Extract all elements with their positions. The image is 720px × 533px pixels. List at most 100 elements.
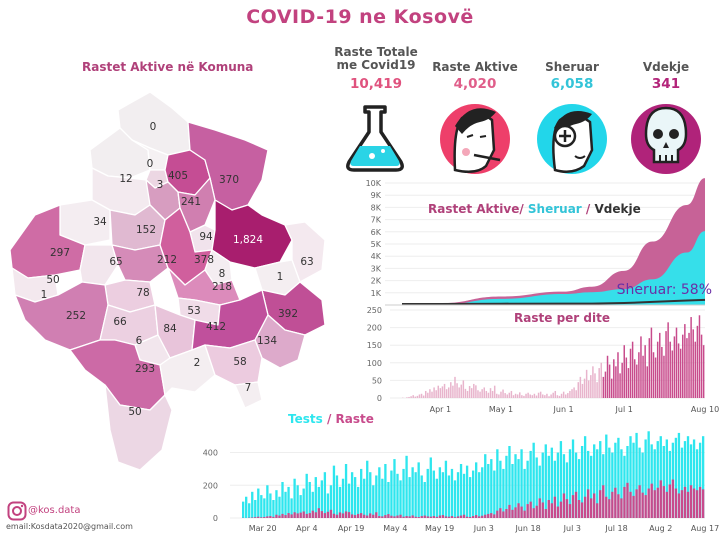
y-tick-label: 200 — [367, 324, 382, 333]
daily-bar — [625, 357, 628, 398]
map-value-label: 50 — [128, 406, 141, 418]
map-value-label: 297 — [50, 247, 70, 259]
daily-bar — [650, 327, 653, 398]
municipality-kamenica — [254, 314, 306, 369]
cases-bar — [544, 509, 547, 518]
cases-bar — [378, 516, 381, 518]
y-tick-label: 0 — [377, 394, 382, 403]
cases-bar — [520, 506, 523, 518]
daily-bar — [441, 386, 444, 398]
tests-bar — [390, 470, 393, 518]
daily-bar — [592, 366, 594, 398]
tests-bar — [257, 488, 260, 518]
cases-bar — [381, 516, 384, 518]
cases-bar — [562, 493, 566, 518]
tests-bar — [490, 459, 493, 518]
x-tick-label: May 1 — [489, 405, 513, 414]
map-value-label: 66 — [113, 316, 127, 328]
tests-bar — [653, 449, 656, 518]
cases-bar — [441, 515, 445, 518]
tests-bar — [620, 449, 623, 518]
cases-bar — [505, 509, 508, 518]
healed-percent-annotation: Sheruar: 58% — [617, 282, 712, 298]
daily-bar — [675, 327, 678, 398]
cases-bar — [523, 510, 526, 518]
cases-bar — [269, 516, 272, 518]
tests-bar — [611, 452, 614, 518]
daily-bar — [487, 392, 490, 398]
tests-bar — [580, 446, 584, 518]
cases-bar — [617, 494, 620, 518]
map-value-label: 84 — [163, 323, 177, 335]
daily-bar — [521, 395, 523, 398]
daily-bar — [587, 380, 590, 398]
daily-bar — [506, 394, 508, 398]
cases-bar — [526, 504, 529, 518]
cases-bar — [344, 511, 348, 518]
cases-bar — [478, 516, 481, 518]
tests-bar — [586, 450, 590, 518]
cases-bar — [465, 516, 469, 518]
municipality-vitia — [204, 339, 263, 386]
cases-bar — [272, 516, 275, 518]
daily-bar — [489, 388, 492, 398]
daily-bar — [416, 395, 419, 398]
tests-bar — [293, 478, 296, 518]
cases-bar — [305, 513, 308, 518]
daily-bar — [575, 390, 577, 398]
daily-bar — [677, 343, 680, 398]
daily-bar — [673, 336, 676, 398]
daily-bar — [548, 396, 550, 398]
daily-bar — [577, 382, 580, 398]
x-tick-label: Jul 18 — [604, 524, 627, 533]
daily-bar — [594, 373, 596, 398]
municipality-kacanik — [159, 344, 216, 396]
cases-bar — [281, 513, 284, 518]
daily-bar — [558, 395, 561, 398]
cases-bar — [335, 514, 339, 518]
map-value-label: 293 — [135, 363, 155, 375]
tests-bar — [420, 475, 423, 518]
map-value-label: 8 — [219, 268, 226, 280]
map-value-label: 392 — [278, 308, 298, 320]
chart1-title-part: Sheruar — [524, 202, 582, 216]
cases-bar — [423, 515, 426, 518]
x-tick-label: Jun 3 — [473, 524, 494, 533]
daily-bar — [408, 396, 410, 398]
map-value-label: 370 — [219, 174, 239, 186]
stat-value: 10,419 — [349, 76, 403, 92]
daily-bar — [429, 389, 431, 398]
tests-bar — [329, 485, 333, 518]
daily-bar — [661, 346, 663, 398]
daily-bar — [443, 383, 446, 398]
chart3-title-part: Tests — [288, 412, 323, 426]
chart2-title: Raste per dite — [514, 311, 610, 325]
instagram-handle[interactable]: @kos.data — [28, 505, 81, 516]
tests-bar — [363, 478, 366, 518]
tests-bar — [338, 486, 342, 518]
cases-bar — [329, 509, 333, 518]
daily-bar — [627, 368, 630, 398]
tests-bar — [465, 465, 469, 518]
cases-bar — [484, 514, 487, 518]
daily-bar — [514, 393, 517, 398]
tests-bar — [356, 486, 360, 518]
daily-bar — [613, 359, 615, 398]
daily-bar — [414, 396, 417, 398]
tests-bar — [596, 449, 599, 518]
contact-email[interactable]: email:Kosdata2020@gmail.com — [6, 522, 133, 531]
tests-bar — [583, 436, 587, 518]
x-tick-label: Apr 19 — [338, 524, 365, 533]
municipality-malisheva — [111, 244, 169, 283]
cases-bar — [629, 491, 632, 518]
x-tick-label: Aug 17 — [691, 524, 719, 533]
tests-bar — [369, 472, 372, 518]
cases-bar — [695, 490, 699, 518]
map-value-label: 65 — [109, 256, 122, 268]
tests-bar — [686, 436, 690, 518]
daily-bar — [500, 391, 502, 398]
tests-bar — [350, 472, 354, 518]
tests-bar — [650, 444, 653, 518]
cases-bar — [320, 511, 324, 518]
